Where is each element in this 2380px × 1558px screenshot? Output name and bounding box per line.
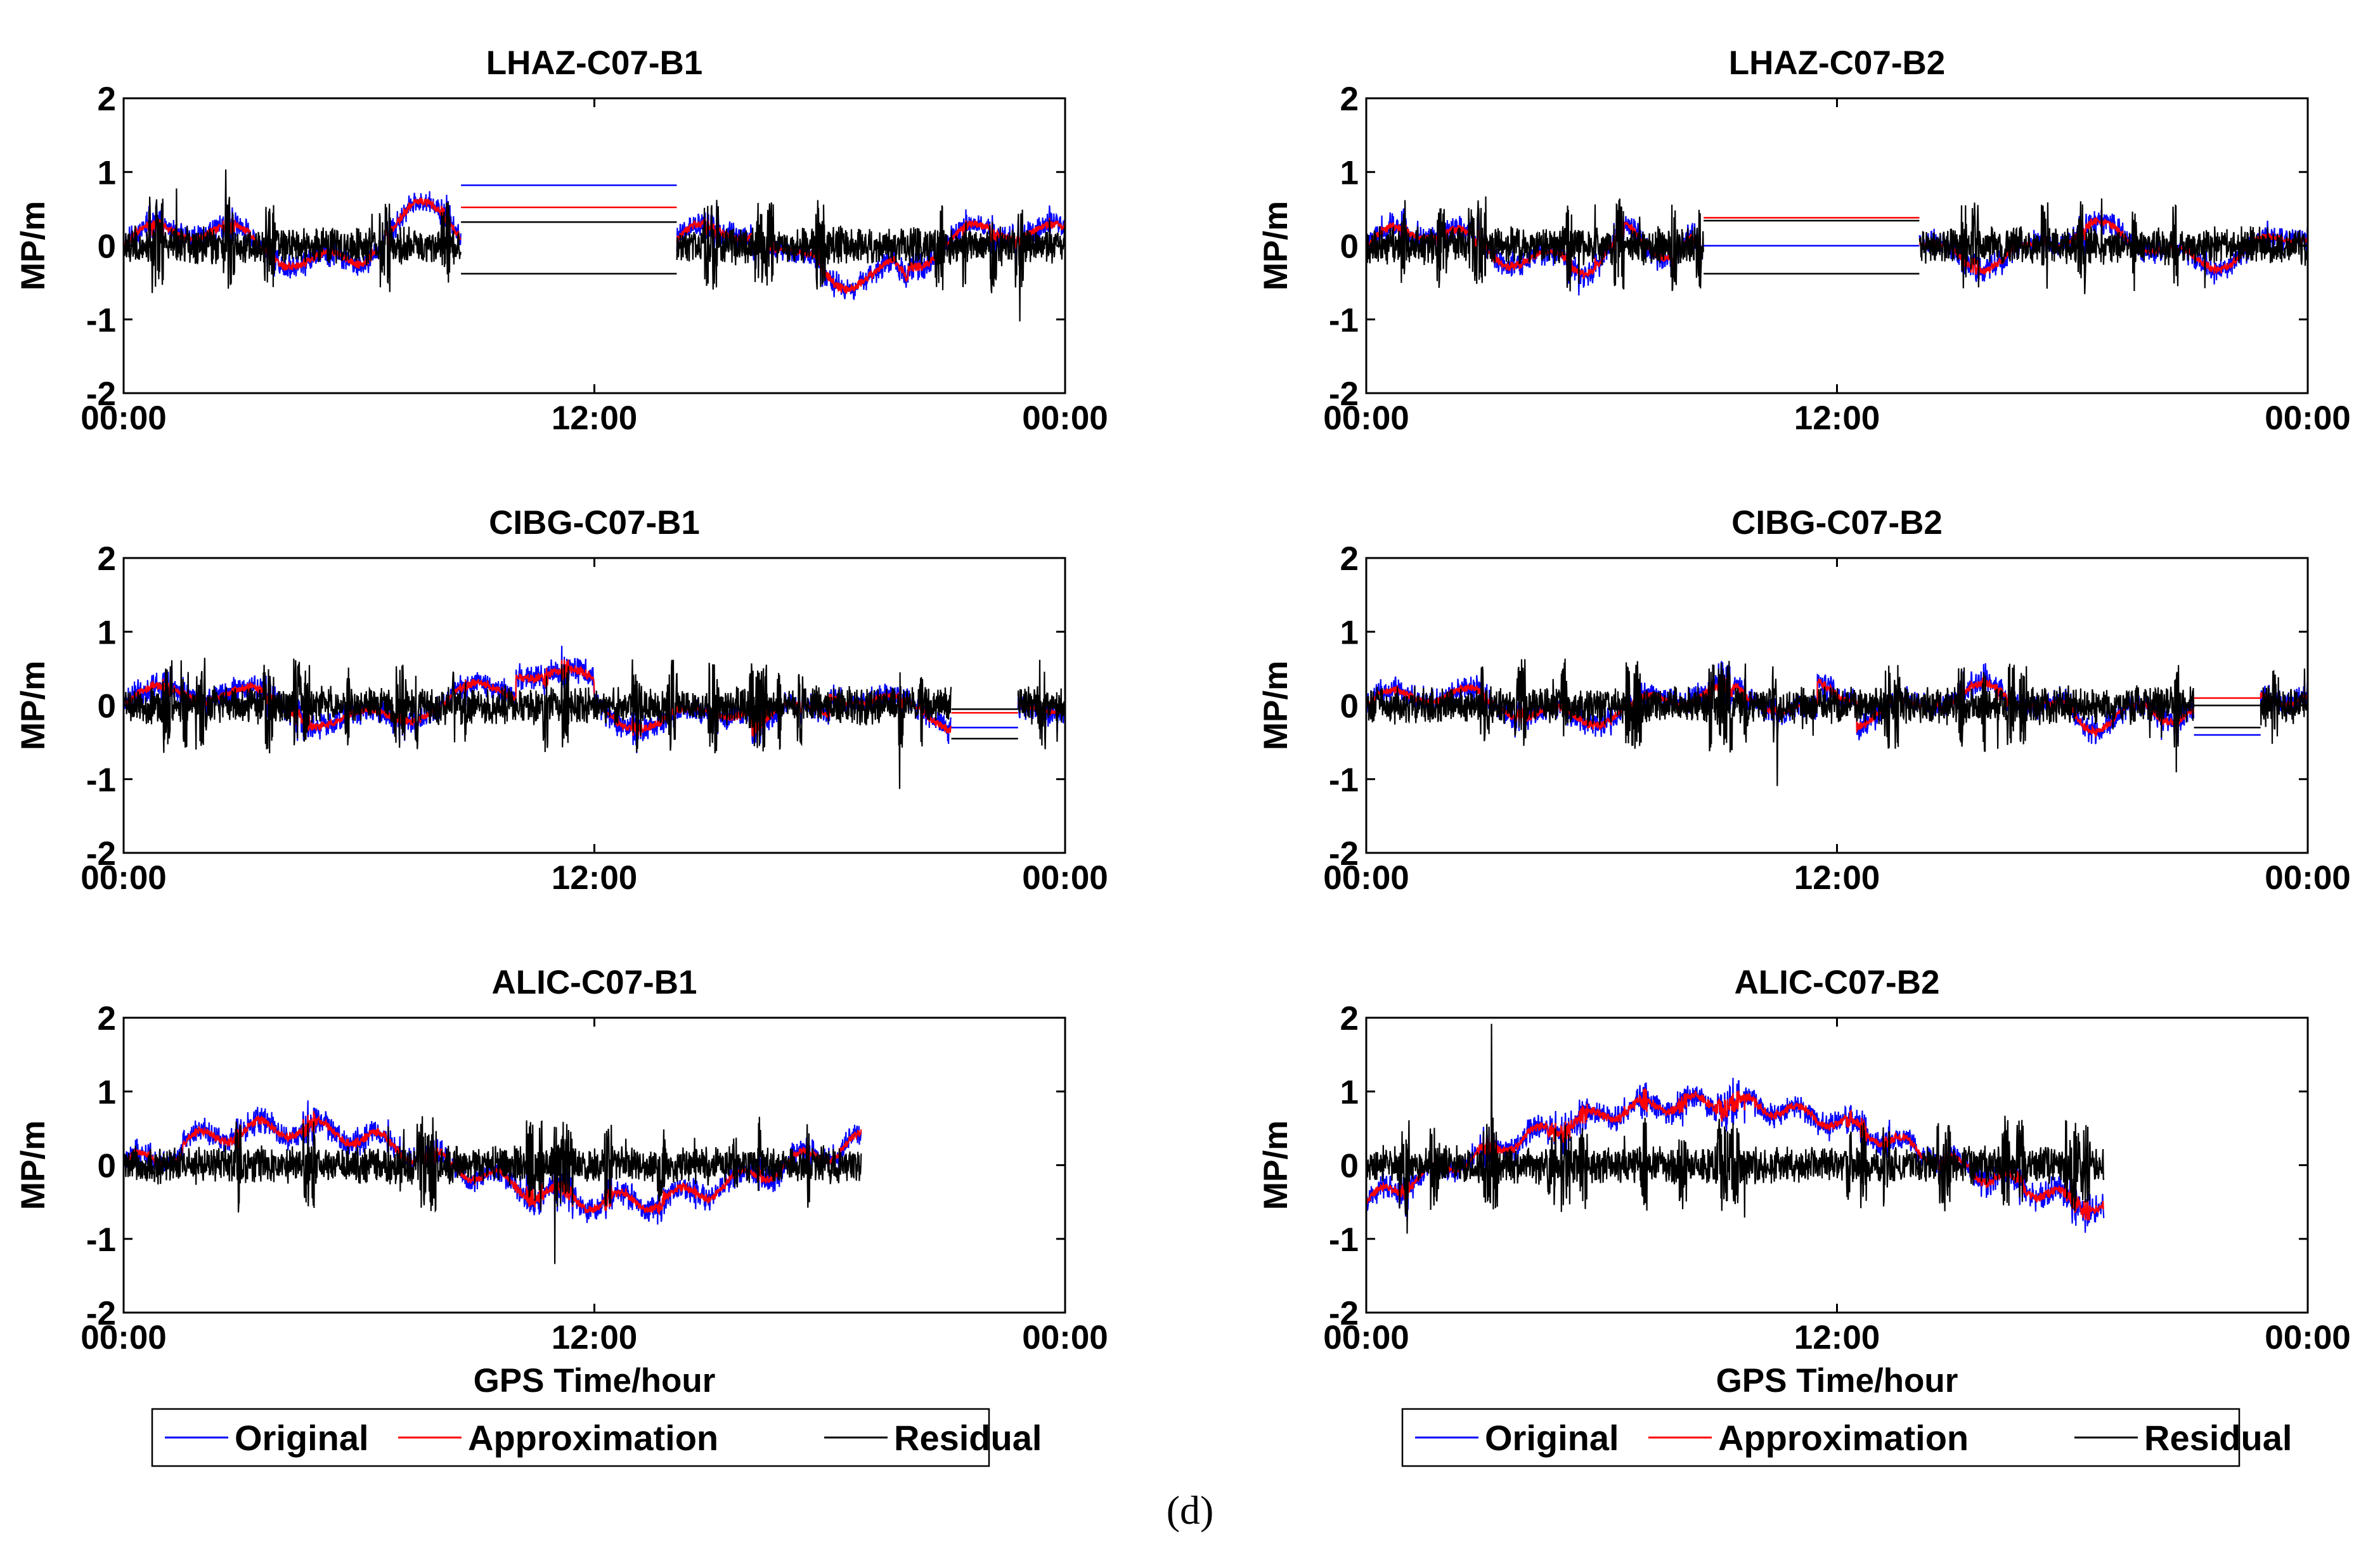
y-tick-label: 2	[98, 540, 116, 578]
y-tick-label: 2	[1340, 540, 1359, 578]
x-tick-label: 00:00	[1323, 399, 1409, 437]
legend-label: Original	[235, 1418, 369, 1458]
y-tick-label: 1	[1340, 154, 1359, 192]
y-tick-label: -1	[1329, 302, 1359, 339]
residual-series	[1366, 658, 2309, 786]
y-tick-label: 2	[98, 81, 116, 118]
residual-series	[122, 1116, 862, 1264]
chart-title: CIBG-C07-B1	[489, 504, 700, 542]
x-axis-label: GPS Time/hour	[474, 1362, 716, 1399]
residual-series	[122, 169, 1066, 321]
x-tick-label: 00:00	[2265, 399, 2351, 437]
chart-panel-4: CIBG-C07-B2 MP/m -2 -1 0 1 2 00:00 12:00 00:00	[1257, 504, 2351, 897]
legend-label: Original	[1485, 1418, 1619, 1458]
approximation-series	[123, 1111, 862, 1216]
x-tick-label: 00:00	[81, 859, 167, 897]
x-tick-label: 00:00	[1022, 1319, 1108, 1356]
legend-1: Original Approximation Residual	[151, 1408, 1042, 1467]
chart-title: LHAZ-C07-B1	[486, 44, 703, 82]
x-tick-label: 00:00	[2265, 1319, 2351, 1356]
y-tick-label: 1	[98, 1074, 116, 1111]
legend-2: Original Approximation Residual	[1401, 1408, 2292, 1467]
y-tick-label: -1	[1329, 762, 1359, 799]
legend-label: Approximation	[468, 1418, 718, 1458]
x-tick-label: 12:00	[552, 859, 638, 897]
y-tick-label: -2	[1329, 375, 1359, 413]
x-tick-label: 12:00	[552, 399, 638, 437]
y-tick-label: -2	[86, 835, 116, 873]
chart-title: ALIC-C07-B2	[1735, 964, 1940, 1001]
residual-series	[1366, 196, 2309, 294]
x-tick-label: 00:00	[1022, 399, 1108, 437]
y-tick-label: -2	[86, 1295, 116, 1332]
y-tick-label: 0	[98, 688, 116, 725]
chart-panel-1: LHAZ-C07-B1 MP/m -2 -1 0 1 2 00:00 12:00 00:00	[15, 44, 1108, 437]
chart-title: LHAZ-C07-B2	[1729, 44, 1946, 82]
y-tick-label: 0	[1340, 1148, 1359, 1185]
x-tick-label: 00:00	[2265, 859, 2351, 897]
chart-panel-2: LHAZ-C07-B2 MP/m -2 -1 0 1 2 00:00 12:00 00:00	[1257, 44, 2351, 437]
y-tick-label: 2	[1340, 81, 1359, 118]
y-tick-label: -1	[86, 762, 116, 799]
x-tick-label: 00:00	[81, 1319, 167, 1356]
y-tick-label: 1	[98, 614, 116, 651]
y-axis-label: MP/m	[1257, 661, 1295, 750]
y-tick-label: -2	[86, 375, 116, 413]
legend-label: Residual	[2144, 1418, 2292, 1458]
chart-title: CIBG-C07-B2	[1731, 504, 1943, 542]
y-tick-label: 1	[1340, 614, 1359, 651]
y-tick-label: 0	[1340, 228, 1359, 266]
x-tick-label: 12:00	[1794, 1319, 1880, 1356]
chart-panel-6: ALIC-C07-B2 MP/m GPS Time/hour -2 -1 0 1 2 00:00…	[1257, 964, 2351, 1399]
y-axis-label: MP/m	[1257, 1120, 1295, 1210]
y-axis-label: MP/m	[15, 1120, 52, 1210]
residual-series	[1365, 1023, 2105, 1234]
y-tick-label: -2	[1329, 1295, 1359, 1332]
x-tick-label: 00:00	[1323, 1319, 1409, 1356]
y-axis-label: MP/m	[1257, 201, 1295, 290]
chart-panel-3: CIBG-C07-B1 MP/m -2 -1 0 1 2 00:00 12:00 00:00	[15, 504, 1108, 897]
x-tick-label: 12:00	[1794, 859, 1880, 897]
x-tick-label: 12:00	[552, 1319, 638, 1356]
y-tick-label: -1	[86, 302, 116, 339]
y-axis-label: MP/m	[15, 201, 52, 290]
y-tick-label: -2	[1329, 835, 1359, 873]
y-tick-label: -1	[86, 1221, 116, 1259]
legend-label: Approximation	[1718, 1418, 1969, 1458]
y-axis-label: MP/m	[15, 661, 52, 750]
x-tick-label: 12:00	[1794, 399, 1880, 437]
y-tick-label: 1	[98, 154, 116, 192]
y-tick-label: 0	[98, 228, 116, 266]
residual-series	[122, 658, 1066, 789]
y-tick-label: -1	[1329, 1221, 1359, 1259]
x-tick-label: 00:00	[1022, 859, 1108, 897]
figure-caption: (d)	[1167, 1488, 1214, 1533]
x-axis-label: GPS Time/hour	[1716, 1362, 1958, 1399]
x-tick-label: 00:00	[81, 399, 167, 437]
y-tick-label: 2	[1340, 1000, 1359, 1037]
y-tick-label: 0	[1340, 688, 1359, 725]
chart-title: ALIC-C07-B1	[492, 964, 697, 1001]
x-tick-label: 00:00	[1323, 859, 1409, 897]
chart-panel-5: ALIC-C07-B1 MP/m GPS Time/hour -2 -1 0 1 2 00:00…	[15, 964, 1108, 1399]
y-tick-label: 1	[1340, 1074, 1359, 1111]
y-tick-label: 2	[98, 1000, 116, 1037]
y-tick-label: 0	[98, 1148, 116, 1185]
legend-label: Residual	[894, 1418, 1042, 1458]
